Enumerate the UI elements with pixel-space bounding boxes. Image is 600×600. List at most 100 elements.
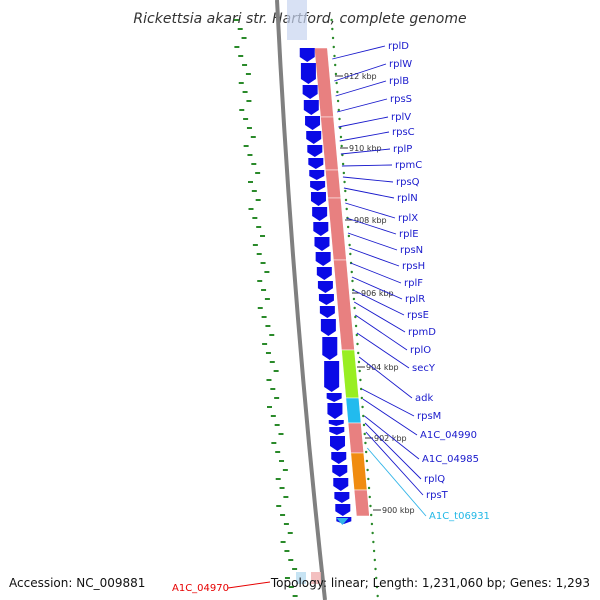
gc-dot	[359, 378, 362, 382]
gene-label-rpsH[interactable]: rpsH	[402, 261, 425, 272]
gene-label-A1C_t06931[interactable]: A1C_t06931	[429, 511, 490, 522]
gene-arrow	[328, 420, 344, 426]
gc-dot	[352, 297, 356, 301]
gene-label-rplO[interactable]: rplO	[410, 345, 431, 356]
gene-label-rplV[interactable]: rplV	[391, 112, 411, 123]
gene-label-rpmD[interactable]: rpmD	[408, 327, 436, 338]
leader-line	[355, 314, 408, 351]
leader-line-A1C_04970	[227, 581, 271, 589]
gene-arrow	[320, 319, 336, 336]
gc-dot	[351, 279, 354, 283]
gc-dot	[371, 531, 374, 535]
gene-label-rplW[interactable]: rplW	[389, 59, 412, 70]
gc-dot	[346, 225, 350, 229]
leader-line	[340, 148, 391, 155]
gc-dot	[372, 540, 375, 544]
gene-arrow	[327, 403, 343, 419]
gc-dot	[362, 423, 366, 427]
gene-label-rpsM[interactable]: rpsM	[417, 411, 441, 422]
gc-dot	[353, 306, 356, 310]
leader-line	[364, 422, 422, 480]
gc-dot	[339, 126, 342, 130]
gc-dot	[370, 513, 373, 517]
gc-dot	[350, 270, 353, 274]
leader-line	[361, 388, 415, 417]
gene-label-rplQ[interactable]: rplQ	[424, 474, 445, 485]
gc-dot	[357, 360, 361, 364]
tick-label: 904 kbp	[366, 363, 399, 372]
gc-dot	[344, 198, 348, 202]
gene-arrow	[302, 85, 318, 99]
gene-label-rplX[interactable]: rplX	[398, 213, 418, 224]
gc-dot	[375, 576, 378, 580]
gene-label-adk[interactable]: adk	[415, 393, 433, 404]
gc-dot	[339, 135, 343, 139]
gene-label-A1C_04985[interactable]: A1C_04985	[422, 454, 479, 465]
trna-arrow	[336, 518, 349, 525]
gc-dot	[364, 441, 367, 445]
leader-line	[341, 164, 393, 167]
leader-line	[347, 232, 398, 251]
gene-label-rplB[interactable]: rplB	[389, 76, 409, 87]
gc-dot	[330, 18, 333, 22]
rna-segment	[341, 349, 360, 399]
gc-dot	[372, 549, 376, 553]
tick-label: 906 kbp	[361, 289, 394, 298]
gene-label-rpsT[interactable]: rpsT	[426, 490, 449, 501]
gene-label-rplD[interactable]: rplD	[388, 41, 409, 52]
rna-segment	[333, 259, 355, 351]
gene-label-A1C_04970[interactable]: A1C_04970	[172, 583, 229, 594]
gene-label-rplN[interactable]: rplN	[397, 193, 418, 204]
gc-dot	[366, 468, 369, 472]
gc-dot	[356, 342, 359, 346]
gene-arrow	[306, 131, 322, 144]
gene-label-rplR[interactable]: rplR	[405, 294, 425, 305]
gene-label-rplF[interactable]: rplF	[404, 278, 423, 289]
gc-dot	[344, 189, 347, 193]
rna-segment	[353, 489, 370, 517]
leader-line	[339, 131, 390, 142]
gene-label-rpsN[interactable]: rpsN	[400, 245, 423, 256]
gene-arrow	[329, 427, 345, 435]
gc-dot	[375, 585, 379, 589]
gc-dot	[341, 162, 345, 166]
rna-track	[313, 47, 370, 517]
gc-dot	[349, 252, 352, 256]
gc-dot	[336, 99, 340, 103]
leader-line	[362, 398, 418, 436]
gene-label-rpsS[interactable]: rpsS	[390, 94, 412, 105]
gene-arrow	[331, 452, 347, 464]
gene-arrow	[332, 465, 348, 477]
gc-dot	[365, 459, 369, 463]
gc-dot	[364, 450, 368, 454]
gene-label-rpmC[interactable]: rpmC	[395, 160, 422, 171]
genome-backbone	[275, 0, 327, 600]
gene-arrow	[313, 222, 329, 236]
leader-line	[349, 247, 400, 267]
leader-line	[351, 276, 403, 300]
gene-label-rpsQ[interactable]: rpsQ	[396, 177, 420, 188]
gene-label-rplE[interactable]: rplE	[399, 229, 419, 240]
leader-line	[345, 202, 396, 219]
gc-dot	[335, 81, 338, 85]
rna-segment	[347, 422, 365, 454]
gc-dot	[357, 351, 360, 355]
tick-label: 902 kbp	[374, 434, 407, 443]
gene-arrow	[312, 207, 328, 221]
gene-arrow	[318, 294, 334, 305]
gene-arrow	[307, 145, 323, 157]
gene-label-rpsE[interactable]: rpsE	[407, 310, 429, 321]
gene-label-rplP[interactable]: rplP	[393, 144, 412, 155]
gene-arrow	[319, 306, 335, 318]
gene-label-secY[interactable]: secY	[412, 363, 436, 374]
gc-dot	[354, 315, 357, 319]
gene-labels: rplD rplW rplB rpsS rplV rpsC rplP rpmC rpsQ rplN…	[332, 41, 490, 522]
gc-dot	[360, 396, 364, 400]
gene-arrow	[300, 63, 316, 84]
gene-arrow	[299, 48, 315, 62]
leader-line	[352, 289, 405, 316]
gc-dot	[362, 414, 365, 418]
gene-label-A1C_04990[interactable]: A1C_04990	[420, 430, 477, 441]
gene-label-rpsC[interactable]: rpsC	[392, 127, 415, 138]
